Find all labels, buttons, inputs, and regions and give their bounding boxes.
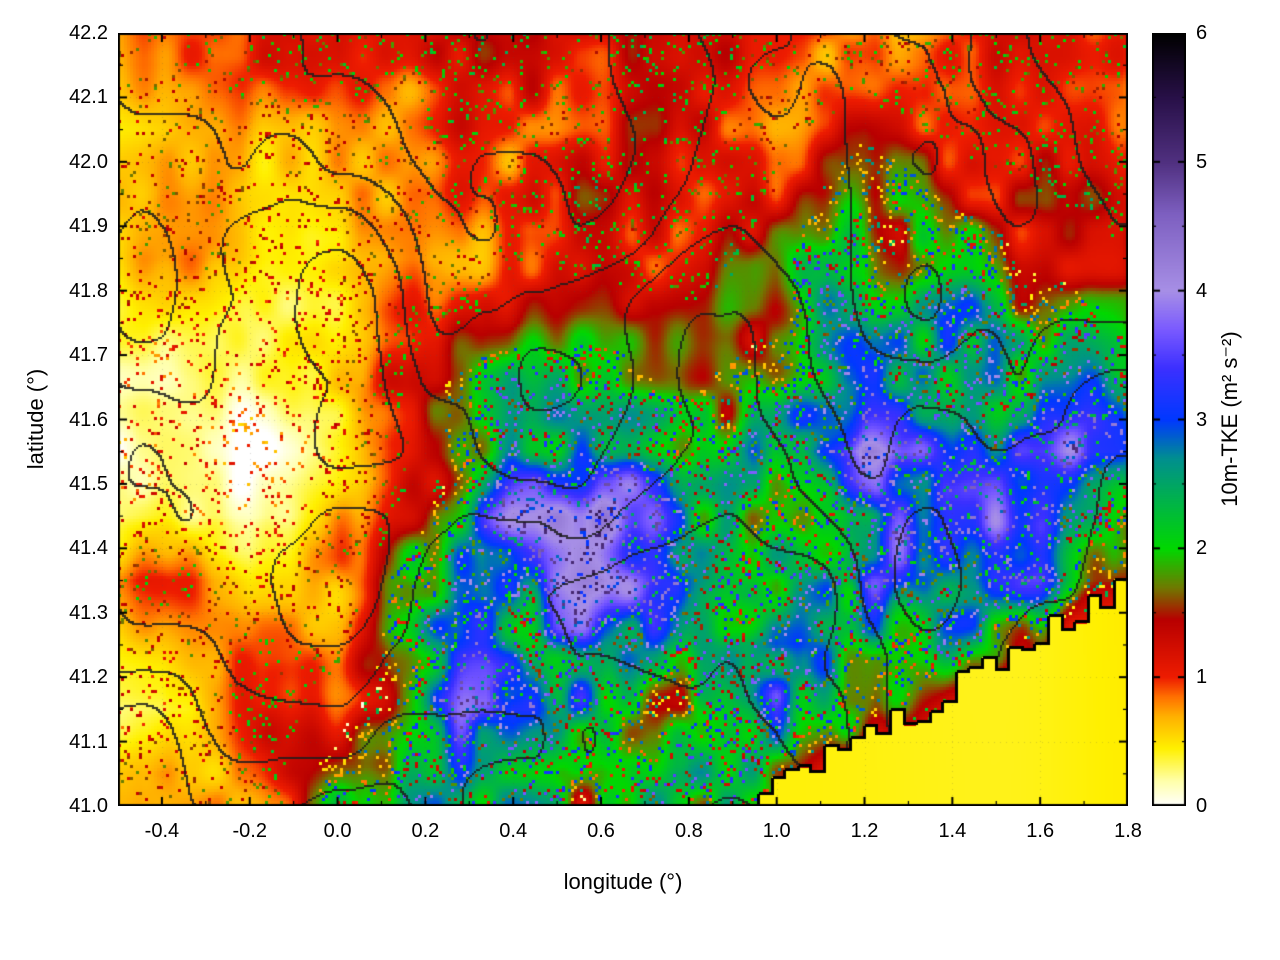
y-tick-label: 41.0 bbox=[69, 795, 108, 817]
x-tick-label: 1.8 bbox=[1114, 820, 1142, 842]
y-tick-label: 41.5 bbox=[69, 472, 108, 495]
colorbar-label: 10m-TKE (m² s⁻²) bbox=[1217, 331, 1242, 507]
x-tick-label: 0.4 bbox=[499, 820, 528, 842]
colorbar-tick-label: 3 bbox=[1196, 408, 1208, 431]
x-tick-label: 1.4 bbox=[938, 820, 967, 842]
x-tick-label: -0.4 bbox=[144, 820, 180, 842]
x-tick-label: 0.6 bbox=[587, 820, 615, 842]
y-tick-label: 41.2 bbox=[69, 666, 108, 689]
x-tick-label: 0.2 bbox=[411, 820, 440, 842]
y-tick-label: 41.4 bbox=[69, 537, 108, 560]
y-tick-label: 42.1 bbox=[69, 86, 108, 109]
colorbar-tick-label: 5 bbox=[1196, 150, 1208, 173]
y-tick-label: 41.8 bbox=[69, 279, 108, 302]
x-tick-label: 1.0 bbox=[762, 820, 791, 842]
y-tick-label: 41.9 bbox=[69, 215, 108, 238]
colorbar bbox=[1152, 33, 1186, 806]
y-axis-label: latitude (°) bbox=[23, 368, 48, 470]
y-tick-label: 42.2 bbox=[69, 22, 108, 44]
colorbar-tick-label: 1 bbox=[1196, 666, 1208, 689]
y-tick-label: 42.0 bbox=[69, 150, 108, 173]
y-tick-label: 41.1 bbox=[69, 730, 108, 753]
x-tick-label: 1.2 bbox=[850, 820, 879, 842]
x-tick-label: 0.8 bbox=[674, 820, 703, 842]
x-tick-label: 0.0 bbox=[323, 820, 352, 842]
colorbar-tick-label: 0 bbox=[1196, 795, 1208, 817]
y-tick-label: 41.3 bbox=[69, 601, 108, 624]
x-tick-label: 1.6 bbox=[1026, 820, 1055, 842]
x-axis-label: longitude (°) bbox=[563, 869, 683, 894]
heatmap-plot-area bbox=[118, 33, 1128, 806]
colorbar-tick-label: 6 bbox=[1196, 22, 1208, 44]
x-tick-label: -0.2 bbox=[232, 820, 267, 842]
colorbar-tick-label: 4 bbox=[1196, 279, 1208, 302]
y-tick-label: 41.7 bbox=[69, 344, 108, 367]
colorbar-tick-label: 2 bbox=[1196, 537, 1208, 560]
